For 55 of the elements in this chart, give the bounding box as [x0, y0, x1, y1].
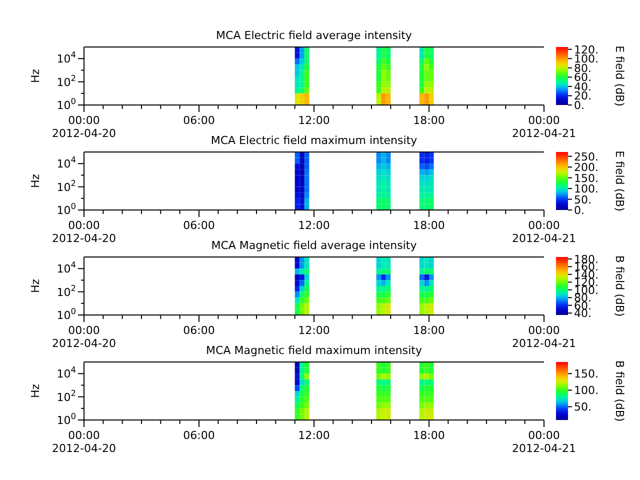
x-tick-label: 12:00 — [298, 219, 330, 232]
color-bar-label: 40. — [574, 307, 592, 320]
color-bar-title: B field (dB) — [613, 360, 626, 422]
color-bar-label: 0. — [574, 204, 584, 217]
x-tick-label: 00:00 2012-04-21 — [512, 114, 576, 140]
color-bar-label: 100. — [574, 182, 598, 196]
color-bar-label: 50. — [574, 400, 592, 414]
x-tick-label: 00:00 2012-04-20 — [52, 219, 116, 245]
color-bar-label: 50. — [574, 193, 592, 206]
color-bar-label: 250. — [574, 150, 598, 164]
y-tick-label: 10$^{2}$ — [56, 178, 76, 194]
y-tick-label: 10$^{0}$ — [56, 201, 76, 217]
x-tick-label: 00:00 2012-04-20 — [52, 324, 116, 350]
y-tick-label: 10$^{2}$ — [56, 282, 76, 299]
y-tick-label: 10$^{4}$ — [56, 50, 76, 66]
chart-title: MCA Magnetic field average intensity — [211, 239, 418, 252]
y-axis-title: Hz — [29, 174, 42, 188]
x-tick-label: 12:00 — [298, 429, 330, 442]
x-tick-label: 12:00 — [298, 324, 330, 337]
x-tick-label: 00:00 2012-04-21 — [512, 219, 576, 245]
y-tick-label: 10$^{4}$ — [56, 364, 76, 381]
x-tick-label: 06:00 — [183, 114, 215, 127]
color-bar-label: 100. — [574, 384, 598, 398]
color-bar-label: 150. — [574, 172, 598, 185]
y-tick-label: 10$^{0}$ — [56, 306, 76, 322]
y-axis-title: Hz — [29, 384, 42, 398]
x-tick-label: 00:00 2012-04-21 — [512, 429, 576, 455]
chart-title: MCA Electric field average intensity — [216, 29, 412, 42]
x-tick-label: 00:00 2012-04-21 — [512, 324, 576, 350]
color-bar-title: B field (dB) — [613, 255, 626, 317]
color-bar-title: E field (dB) — [613, 150, 626, 212]
y-axis-title: Hz — [29, 278, 42, 294]
color-bar-label: 200. — [574, 161, 598, 174]
x-tick-label: 18:00 — [413, 219, 445, 232]
y-tick-label: 10$^{0}$ — [56, 411, 76, 427]
chart-title: MCA Magnetic field maximum intensity — [206, 344, 422, 357]
x-tick-label: 00:00 2012-04-20 — [52, 114, 116, 140]
x-tick-label: 06:00 — [183, 219, 215, 232]
x-tick-label: 06:00 — [183, 324, 215, 337]
chart-title: MCA Electric field maximum intensity — [210, 134, 418, 147]
color-bar-label: 150. — [574, 368, 598, 381]
x-tick-label: 00:00 2012-04-20 — [52, 429, 116, 455]
x-tick-label: 06:00 — [183, 429, 215, 442]
color-bar-title: E field (dB) — [613, 46, 626, 106]
y-axis-title: Hz — [29, 68, 42, 84]
color-bar-label: 0. — [574, 99, 584, 112]
y-tick-label: 10$^{2}$ — [56, 72, 76, 89]
x-tick-label: 18:00 — [413, 324, 445, 337]
x-tick-label: 18:00 — [413, 114, 445, 127]
y-tick-label: 10$^{4}$ — [56, 260, 76, 276]
y-tick-label: 10$^{0}$ — [56, 96, 76, 112]
x-tick-label: 12:00 — [298, 114, 330, 127]
y-tick-label: 10$^{2}$ — [56, 388, 76, 404]
x-tick-label: 18:00 — [413, 429, 445, 442]
y-tick-label: 10$^{4}$ — [56, 154, 76, 171]
